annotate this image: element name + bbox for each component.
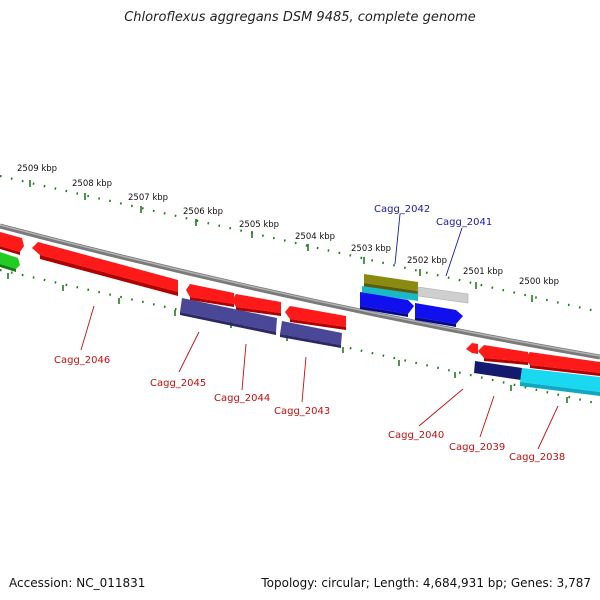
gene-cagg-2043[interactable]	[280, 321, 342, 348]
tick-label-2503: 2503 kbp	[351, 244, 391, 254]
label-cagg-2045[interactable]: Cagg_2045	[150, 378, 206, 389]
tick-label-2508: 2508 kbp	[72, 179, 112, 189]
gene-cagg-2045[interactable]	[180, 298, 277, 335]
label-cagg-2042[interactable]: Cagg_2042	[374, 204, 430, 215]
forward-genes	[360, 274, 469, 327]
gene-cagg-2038[interactable]	[520, 368, 600, 396]
label-cagg-2040[interactable]: Cagg_2040	[388, 430, 444, 441]
accession-text: Accession: NC_011831	[9, 576, 146, 590]
label-cagg-2039[interactable]: Cagg_2039	[449, 442, 505, 453]
outer-major-ticks	[29, 180, 533, 302]
label-cagg-2044[interactable]: Cagg_2044	[214, 393, 270, 404]
leader-cagg-2043	[301, 356, 307, 403]
label-cagg-2043[interactable]: Cagg_2043	[274, 406, 330, 417]
gene-blue-1[interactable]	[360, 292, 414, 317]
tick-label-2507: 2507 kbp	[128, 193, 168, 203]
gene-cagg-2038-red[interactable]	[524, 352, 600, 376]
gene-cagg-2040[interactable]	[474, 361, 522, 380]
topology-text: Topology: circular; Length: 4,684,931 bp…	[261, 576, 591, 590]
gene-cagg-2042[interactable]	[362, 274, 418, 301]
gene-red-2045a[interactable]	[186, 284, 234, 307]
scale-labels: 2509 kbp 2508 kbp 2507 kbp 2506 kbp 2505…	[17, 164, 559, 287]
leader-cagg-2039	[479, 395, 495, 438]
label-leaders	[80, 213, 559, 450]
gene-cagg-2043-red[interactable]	[285, 306, 346, 330]
leader-cagg-2040	[418, 388, 464, 427]
leader-cagg-2045	[178, 331, 200, 373]
gene-labels: Cagg_2042 Cagg_2041 Cagg_2046 Cagg_2045 …	[54, 204, 565, 463]
tick-label-2509: 2509 kbp	[17, 164, 57, 174]
outer-minor-ticks	[0, 174, 600, 314]
leader-cagg-2044	[241, 343, 247, 391]
gene-cagg-2041[interactable]	[417, 286, 469, 304]
leader-cagg-2042	[394, 213, 401, 265]
tick-label-2502: 2502 kbp	[407, 256, 447, 266]
genome-backbone	[0, 223, 600, 360]
gene-red-2045b[interactable]	[232, 294, 281, 316]
tick-label-2506: 2506 kbp	[183, 207, 223, 217]
map-title: Chloroflexus aggregans DSM 9485, complet…	[124, 10, 476, 25]
gene-green-edge[interactable]	[0, 252, 20, 272]
gene-cagg-2040-small[interactable]	[466, 343, 478, 354]
tick-label-2501: 2501 kbp	[463, 267, 503, 277]
gene-red-edge[interactable]	[0, 232, 24, 255]
tick-label-2500: 2500 kbp	[519, 277, 559, 287]
tick-label-2505: 2505 kbp	[239, 220, 279, 230]
label-cagg-2038[interactable]: Cagg_2038	[509, 452, 565, 463]
label-cagg-2041[interactable]: Cagg_2041	[436, 217, 492, 228]
leader-cagg-2038	[537, 405, 559, 450]
gene-cagg-2039-red[interactable]	[478, 345, 528, 365]
outer-tick-ring	[0, 174, 600, 314]
leader-cagg-2041	[445, 227, 463, 277]
tick-label-2504: 2504 kbp	[295, 232, 335, 242]
label-cagg-2046[interactable]: Cagg_2046	[54, 355, 110, 366]
leader-cagg-2046	[80, 305, 95, 351]
reverse-genes	[0, 232, 600, 396]
gene-cagg-2046[interactable]	[32, 242, 178, 296]
gene-blue-2[interactable]	[415, 303, 463, 327]
